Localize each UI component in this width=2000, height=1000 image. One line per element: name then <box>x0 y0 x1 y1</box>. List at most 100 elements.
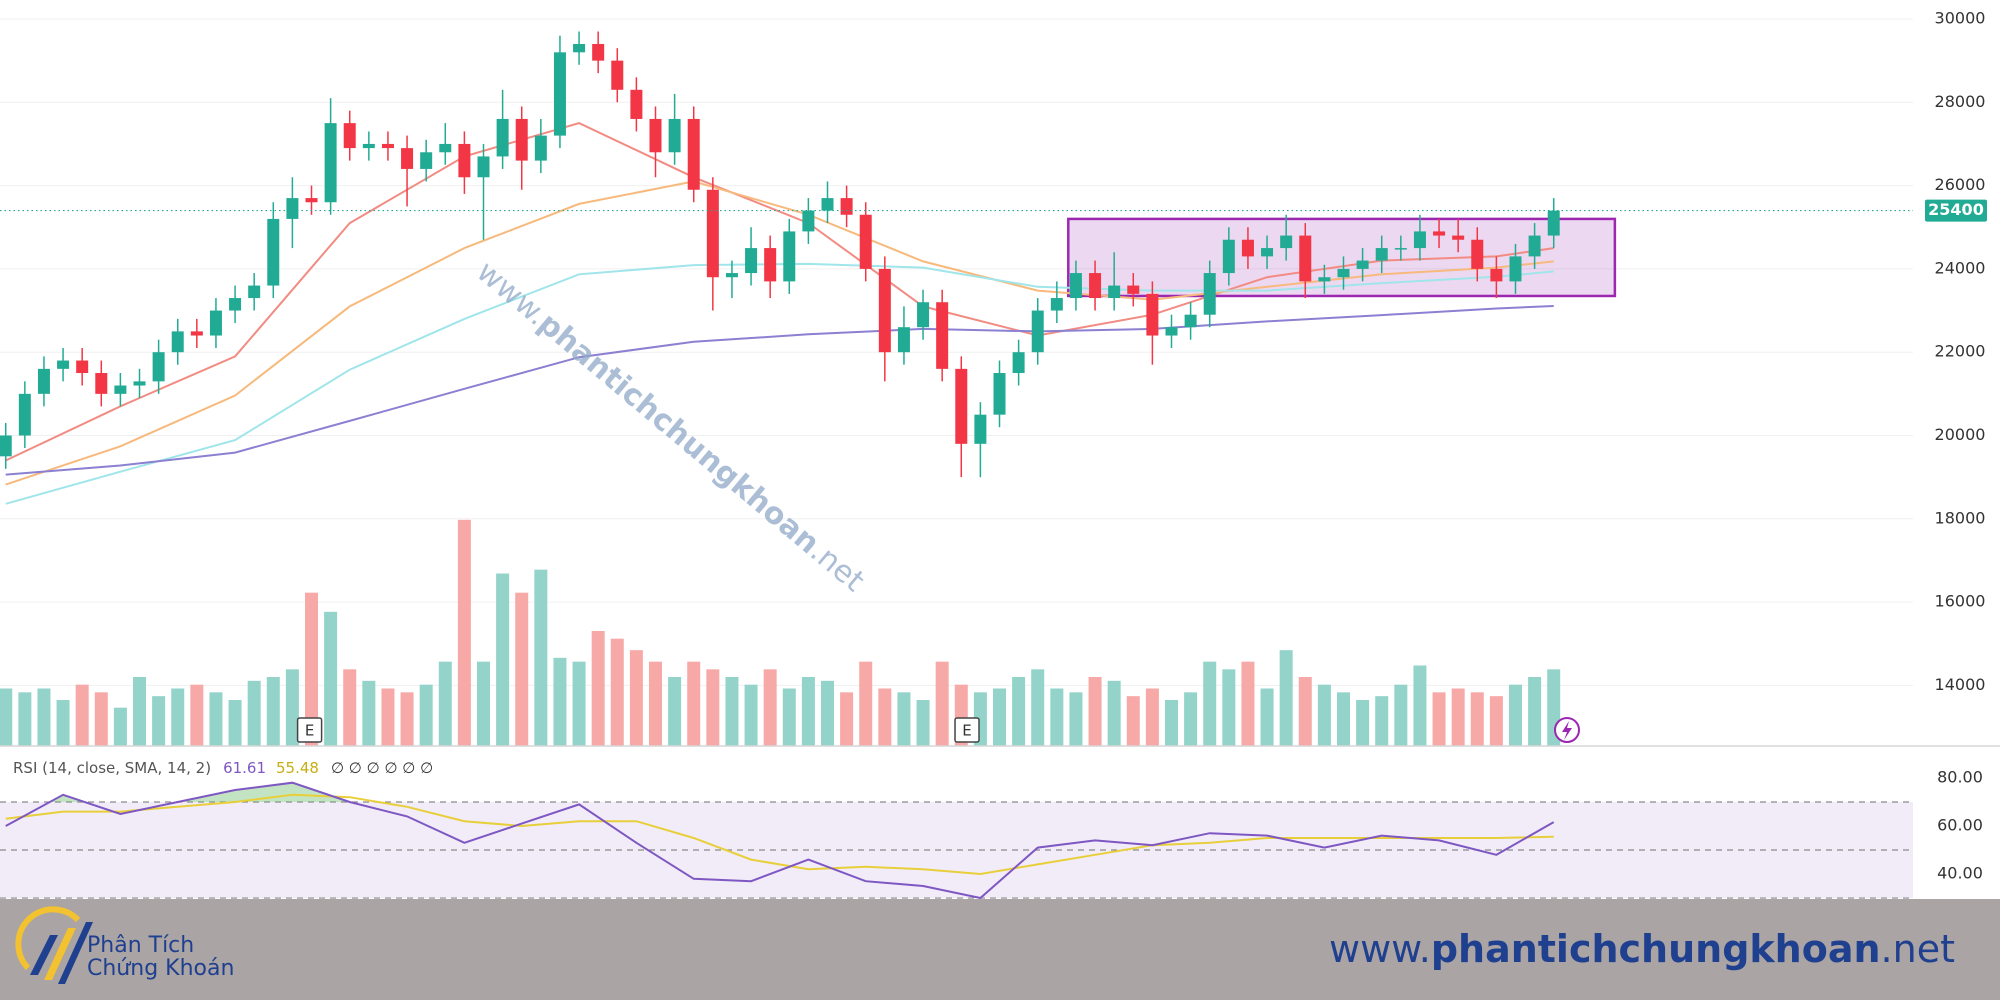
candle-body <box>993 373 1006 415</box>
volume-bar <box>1356 700 1370 746</box>
event-marker <box>296 717 323 743</box>
candle-body <box>936 302 949 369</box>
volume-bar <box>1432 692 1446 746</box>
candle-body <box>878 268 891 353</box>
volume-bar <box>477 661 491 746</box>
volume-bar <box>649 661 663 746</box>
candle-body <box>1337 268 1350 278</box>
volume-bar <box>457 519 471 746</box>
candle-body <box>1452 235 1465 240</box>
footer-bar <box>0 899 2000 1000</box>
rsi-sma-line <box>5 793 1554 876</box>
volume-bar <box>171 688 185 746</box>
candle-body <box>592 43 605 61</box>
rsi-band <box>0 801 1913 899</box>
volume-bar <box>1241 661 1255 746</box>
candle-body <box>1203 273 1216 315</box>
volume-bar <box>992 688 1006 746</box>
rsi-placeholders: ∅ ∅ ∅ ∅ ∅ ∅ <box>331 759 433 777</box>
candle-body <box>1433 231 1446 236</box>
website-domain: phantichchungkhoan <box>1431 927 1881 971</box>
candle-body <box>439 143 452 153</box>
candle-body <box>95 373 108 394</box>
y-tick-label: 18000 <box>1935 508 1986 527</box>
volume-bar <box>1126 696 1140 746</box>
candle-body <box>343 123 356 149</box>
volume-bar <box>897 692 911 746</box>
candle-body <box>1509 256 1522 282</box>
candle-body <box>496 118 509 157</box>
volume-bar <box>687 661 701 746</box>
candle-body <box>1413 231 1426 249</box>
volume-bar <box>228 700 242 746</box>
candle-body <box>840 198 853 215</box>
candle-body <box>152 352 165 382</box>
volume-bar <box>534 569 548 746</box>
candle-body <box>1165 327 1178 336</box>
event-label: E <box>305 722 314 740</box>
candle-body <box>1241 239 1254 257</box>
volume-bar <box>152 696 166 746</box>
candle-body <box>1318 277 1331 282</box>
volume-bar <box>133 677 147 746</box>
volume-bar <box>916 700 930 746</box>
candle-body <box>706 189 719 278</box>
rsi-tick-label: 40.00 <box>1937 864 1983 883</box>
rsi-tick-label: 60.00 <box>1937 815 1983 834</box>
candle-body <box>1146 293 1159 336</box>
y-tick-label: 26000 <box>1935 175 1986 194</box>
candle-body <box>1394 248 1407 250</box>
candle-body <box>267 218 280 286</box>
volume-bar <box>362 680 376 746</box>
volume-bar <box>763 669 777 746</box>
candle-body <box>133 381 146 386</box>
candle-body <box>229 298 242 311</box>
volume-bar <box>400 692 414 746</box>
website-suffix: .net <box>1881 927 1955 971</box>
candle-body <box>57 360 70 369</box>
volume-bar <box>75 684 89 746</box>
volume-bar <box>801 677 815 746</box>
candle-body <box>1012 352 1025 374</box>
volume-bar <box>1298 677 1312 746</box>
volume-bar <box>840 692 854 746</box>
candle-body <box>1299 235 1312 282</box>
rsi-line <box>5 781 1555 900</box>
volume-bar <box>18 692 32 746</box>
candle-body <box>477 156 490 178</box>
candle-body <box>381 143 394 149</box>
candle-body <box>553 52 566 136</box>
candle-body <box>687 118 700 190</box>
candle-body <box>1261 248 1274 257</box>
candle-body <box>1528 235 1541 257</box>
candle-body <box>305 198 318 203</box>
rsi-pane: 40.00 60.00 80.00 <box>0 767 1983 900</box>
candle-body <box>0 435 12 457</box>
volume-bar <box>1375 696 1389 746</box>
rsi-overbought-fill <box>5 782 1554 802</box>
volume-bar <box>266 677 280 746</box>
candle-body <box>37 368 50 394</box>
candle-body <box>802 210 815 232</box>
logo-icon <box>15 906 93 984</box>
candle-body <box>458 143 471 178</box>
candle-body <box>1127 285 1140 294</box>
alert-icon <box>1554 717 1580 743</box>
candle-body <box>190 331 203 336</box>
volume-bar <box>1203 661 1217 746</box>
price-pane: 14000 16000 18000 20000 22000 24000 26000 28000… <box>0 8 1987 746</box>
candle-body <box>114 385 127 394</box>
volume-bar <box>821 680 835 746</box>
candle-body <box>248 285 261 299</box>
last-price-label: 25400 <box>1928 200 1984 219</box>
volume-bar <box>1470 692 1484 746</box>
volume-bar <box>1088 677 1102 746</box>
volume-bar <box>1317 684 1331 746</box>
candle-body <box>534 135 547 161</box>
candle-body <box>955 368 968 444</box>
event-label: E <box>962 722 971 740</box>
candle-body <box>974 414 987 444</box>
volume-bar <box>878 688 892 746</box>
